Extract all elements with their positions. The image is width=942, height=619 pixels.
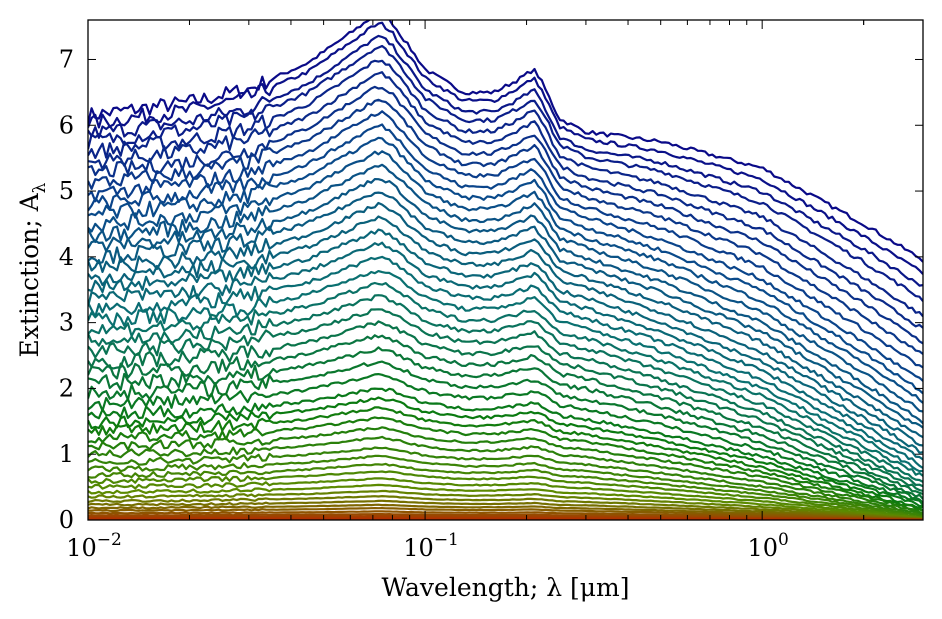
- x-tick-base: 10: [747, 534, 778, 562]
- y-tick-label: 3: [59, 309, 74, 337]
- y-tick-label: 1: [59, 440, 74, 468]
- series-line-16: [88, 201, 923, 439]
- series-line-44: [88, 499, 923, 520]
- y-axis-label-subscript: λ: [30, 182, 50, 193]
- series-line-14: [88, 178, 923, 425]
- y-axis-label: Extinction; Aλ: [15, 182, 50, 357]
- y-tick-label: 4: [59, 243, 74, 271]
- series-line-4: [88, 44, 923, 302]
- series-line-2: [88, 21, 923, 275]
- series-line-35: [88, 435, 923, 516]
- series-layer: [88, 20, 923, 520]
- series-line-8: [88, 98, 923, 355]
- series-line-34: [88, 426, 923, 515]
- x-tick-exponent: 0: [778, 530, 789, 550]
- series-line-17: [88, 215, 923, 447]
- y-tick-label: 2: [59, 374, 74, 402]
- series-line-41: [88, 483, 923, 520]
- series-line-12: [88, 150, 923, 404]
- y-tick-label: 7: [59, 45, 74, 73]
- series-line-30: [88, 387, 923, 508]
- series-line-39: [88, 470, 923, 519]
- series-line-46: [88, 507, 923, 520]
- x-tick-base: 10: [66, 534, 97, 562]
- series-line-21: [88, 270, 923, 473]
- series-line-5: [88, 59, 923, 318]
- series-line-10: [88, 123, 923, 382]
- series-line-22: [88, 281, 923, 477]
- series-line-7: [88, 85, 923, 345]
- plot-frame: [87, 19, 924, 521]
- x-tick-exponent: −2: [97, 530, 122, 550]
- series-line-19: [88, 241, 923, 461]
- series-line-40: [88, 477, 923, 520]
- series-line-28: [88, 360, 923, 504]
- x-tick-label: 10−1: [403, 530, 459, 562]
- series-line-15: [88, 191, 923, 429]
- series-line-29: [88, 373, 923, 506]
- x-axis-label: Wavelength; λ [μm]: [381, 573, 629, 602]
- x-tick-exponent: −1: [434, 530, 459, 550]
- series-line-11: [88, 136, 923, 395]
- series-line-23: [88, 294, 923, 483]
- series-line-33: [88, 416, 923, 512]
- series-line-25: [88, 320, 923, 493]
- x-tick-base: 10: [403, 534, 434, 562]
- series-line-1: [88, 20, 923, 263]
- series-line-20: [88, 255, 923, 469]
- y-tick-label: 0: [59, 506, 74, 534]
- series-line-24: [88, 308, 923, 488]
- series-line-36: [88, 446, 923, 516]
- y-tick-label: 5: [59, 177, 74, 205]
- series-line-6: [88, 71, 923, 329]
- series-line-37: [88, 454, 923, 518]
- series-line-26: [88, 334, 923, 495]
- series-line-13: [88, 163, 923, 413]
- y-axis-label-main: Extinction; A: [15, 192, 44, 357]
- x-tick-label: 100: [747, 530, 788, 562]
- series-line-38: [88, 462, 923, 518]
- series-line-27: [88, 346, 923, 500]
- series-line-32: [88, 406, 923, 512]
- series-line-42: [88, 489, 923, 520]
- series-line-45: [88, 503, 923, 520]
- x-tick-label: 10−2: [66, 530, 122, 562]
- series-line-18: [88, 228, 923, 454]
- series-line-43: [88, 495, 923, 520]
- y-tick-label: 6: [59, 111, 74, 139]
- series-line-9: [88, 110, 923, 369]
- series-line-3: [88, 34, 923, 287]
- series-line-31: [88, 396, 923, 509]
